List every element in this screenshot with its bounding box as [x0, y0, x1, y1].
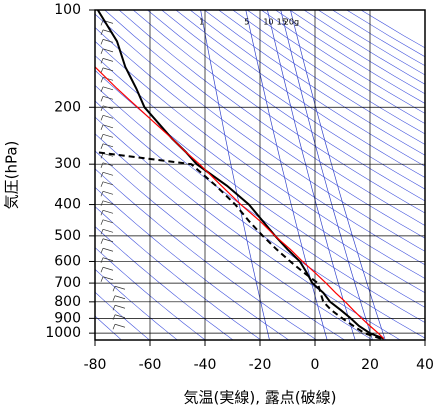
profiles: [95, 10, 385, 340]
dry-adiabat: [246, 10, 425, 124]
dry-adiabat: [261, 10, 425, 114]
mixing-ratio-label: 20g: [284, 18, 299, 27]
y-tick-label: 300: [54, 156, 81, 172]
x-tick-label: 20: [361, 357, 379, 373]
wind-barb: [100, 67, 114, 73]
dry-adiabat: [95, 186, 290, 340]
dry-adiabat: [95, 27, 425, 266]
wind-barb: [100, 238, 114, 244]
y-tick-label: 600: [54, 253, 81, 269]
x-tick-label: 0: [311, 357, 320, 373]
dry-adiabat: [118, 10, 425, 226]
wind-barb: [100, 228, 114, 235]
dry-adiabat: [95, 291, 150, 340]
mixing-ratio-line: [280, 10, 373, 340]
mixing-ratio-label: 10: [263, 18, 273, 27]
background-lines: [95, 10, 425, 340]
dry-adiabat: [95, 247, 206, 340]
wind-barb: [100, 276, 114, 282]
x-tick-label: -20: [249, 357, 272, 373]
wind-barb: [100, 39, 114, 45]
wind-barb: [112, 285, 126, 292]
dry-adiabat: [95, 315, 123, 340]
dry-adiabat: [133, 10, 425, 214]
y-tick-label: 400: [54, 197, 81, 213]
mixing-ratio-label: 15: [277, 18, 287, 27]
y-tick-label: 500: [54, 228, 81, 244]
dry-adiabat: [175, 10, 425, 178]
y-tick-label: 200: [54, 99, 81, 115]
wind-barb: [100, 209, 114, 216]
wind-barb: [100, 200, 114, 206]
wind-barb: [100, 114, 114, 121]
wind-barb: [100, 96, 114, 102]
y-axis-label: 気圧(hPa): [3, 141, 21, 210]
dry-adiabat: [95, 13, 425, 252]
y-tick-label: 800: [54, 294, 81, 310]
dry-adiabat: [95, 268, 178, 340]
x-tick-label: -80: [84, 357, 107, 373]
y-tick-label: 900: [54, 310, 81, 326]
wind-barb: [112, 304, 126, 311]
dry-adiabat: [289, 10, 425, 95]
wind-barb: [100, 181, 114, 187]
mixing-ratio-line: [267, 10, 356, 340]
y-tick-label: 700: [54, 275, 81, 291]
dry-adiabat: [147, 10, 425, 202]
wind-barb: [100, 86, 114, 92]
dry-adiabat: [275, 10, 425, 104]
wind-barb: [100, 171, 114, 178]
wind-barb: [100, 266, 114, 273]
wind-barb: [100, 58, 114, 64]
wind-barb: [100, 133, 114, 140]
x-tick-label: -40: [194, 357, 217, 373]
dry-adiabat: [189, 10, 425, 167]
wind-barb: [100, 247, 114, 254]
y-tick-label: 100: [54, 2, 81, 18]
mixing-ratio-label: 5: [244, 18, 249, 27]
wind-barb: [100, 48, 114, 54]
dry-adiabat: [346, 10, 425, 58]
dry-adiabat: [218, 10, 425, 145]
wind-barb: [100, 124, 114, 130]
wind-barb: [112, 295, 126, 301]
wind-barb: [100, 190, 114, 197]
dry-adiabat: [204, 10, 425, 156]
dry-adiabat: [95, 69, 425, 308]
wind-barb: [100, 257, 114, 263]
mixing-ratio-label: 1: [199, 18, 204, 27]
wind-barb: [112, 323, 126, 330]
dry-adiabat: [95, 84, 425, 323]
dry-adiabat: [104, 10, 425, 239]
dry-adiabat: [161, 10, 425, 190]
dry-adiabat: [95, 150, 346, 340]
profile-line: [95, 66, 385, 340]
x-axis-label: 気温(実線), 露点(破線): [184, 389, 337, 407]
wind-barb: [100, 219, 114, 225]
profile-line: [95, 151, 382, 340]
wind-barb: [100, 162, 114, 168]
wind-barb: [100, 105, 114, 111]
x-tick-label: -60: [139, 357, 162, 373]
wind-barb: [112, 314, 126, 320]
wind-barb: [100, 143, 114, 149]
dry-adiabat: [95, 206, 262, 340]
y-tick-label: 1000: [45, 325, 81, 341]
x-tick-label: 40: [416, 357, 434, 373]
